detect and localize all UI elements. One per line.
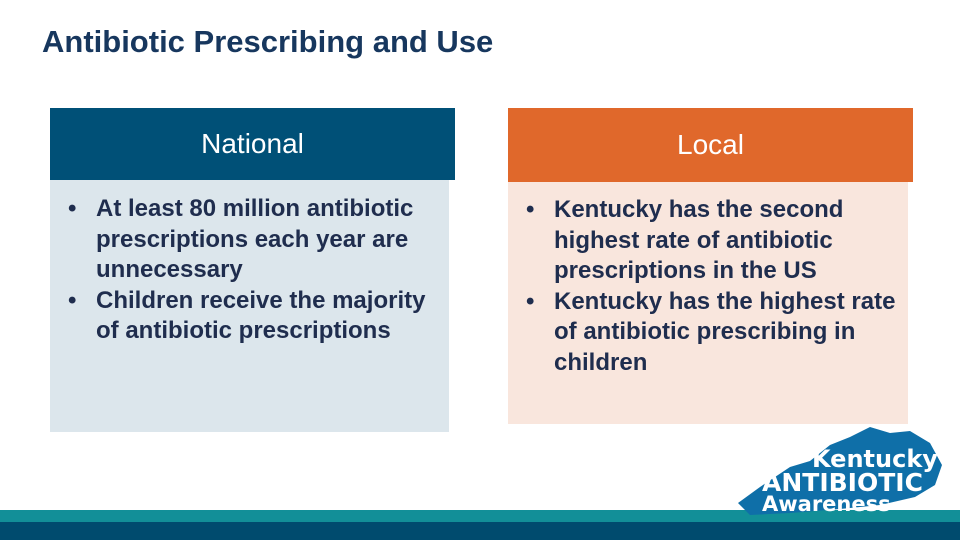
local-header: Local (508, 108, 913, 182)
slide-title: Antibiotic Prescribing and Use (42, 24, 494, 59)
national-body: At least 80 million antibiotic prescript… (50, 180, 449, 432)
bullet: At least 80 million antibiotic prescript… (60, 194, 439, 286)
local-list: Kentucky has the second highest rate of … (518, 195, 898, 378)
kentucky-shape (738, 427, 942, 515)
logo-text: ANTIBIOTIC (762, 468, 923, 497)
bullet: Children receive the majority of antibio… (60, 286, 439, 347)
footer-band (0, 510, 960, 522)
national-header: National (50, 108, 455, 180)
logo-text: Awareness (762, 492, 891, 516)
local-body: Kentucky has the second highest rate of … (508, 182, 908, 424)
logo-text: Kentucky (812, 445, 938, 473)
bullet: Kentucky has the second highest rate of … (518, 195, 898, 287)
logo: Kentucky ANTIBIOTIC Awareness (738, 427, 942, 516)
footer-band (0, 522, 960, 540)
national-list: At least 80 million antibiotic prescript… (60, 194, 439, 347)
bullet: Kentucky has the highest rate of antibio… (518, 287, 898, 379)
